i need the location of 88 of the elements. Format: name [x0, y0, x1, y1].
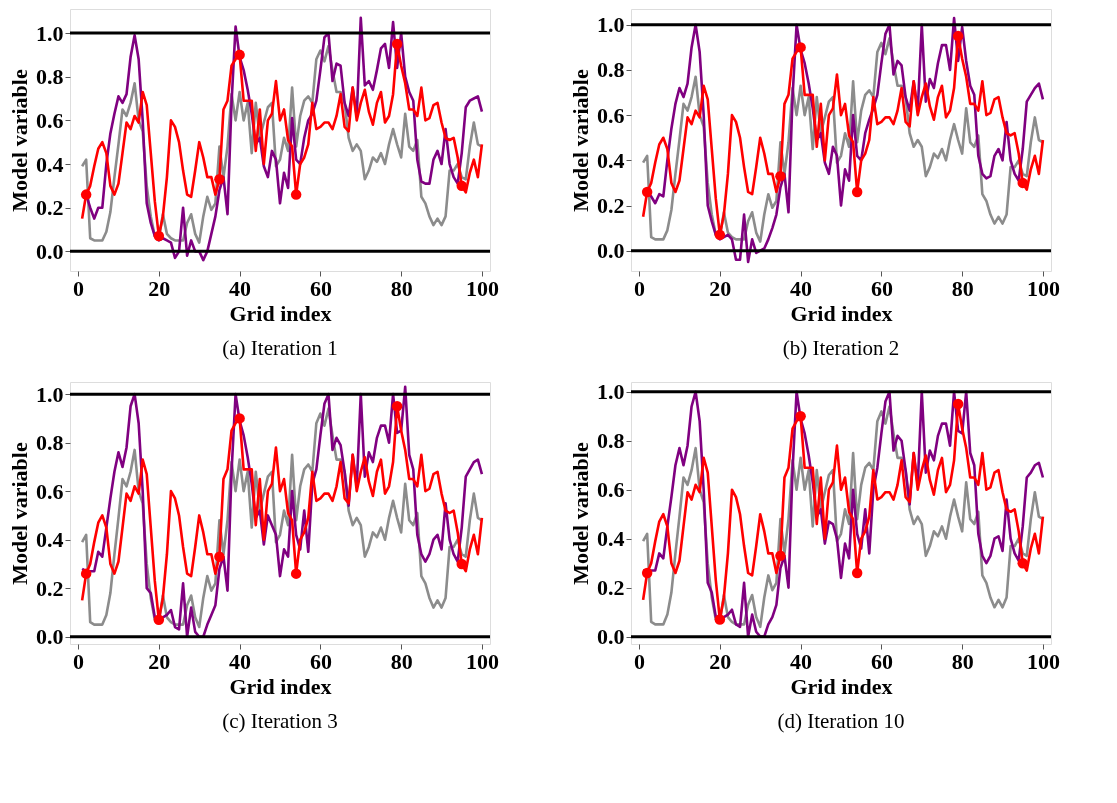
y-tick-label: 1.0 — [597, 379, 625, 405]
point — [775, 170, 786, 182]
y-tick-label: 0.8 — [597, 428, 625, 454]
y-tick-label: 0.6 — [36, 107, 64, 133]
point — [153, 230, 165, 242]
text: (b) Iteration 2 — [782, 336, 900, 360]
text: (c) Iteration 3 — [222, 709, 338, 733]
point — [234, 49, 245, 61]
x-axis-title: Grid index — [790, 673, 893, 699]
x-tick-label: 80 — [390, 648, 413, 674]
x-tick-label: 100 — [1026, 275, 1060, 301]
point — [1017, 177, 1028, 189]
text: (d) Iteration 10 — [777, 709, 905, 733]
y-axis-title: Model variable — [568, 442, 593, 585]
y-tick-label: 0.4 — [597, 526, 625, 552]
y-tick-label: 0.2 — [36, 575, 64, 601]
text: (a) Iteration 1 — [222, 336, 338, 360]
point — [795, 42, 806, 53]
point — [641, 186, 653, 198]
y-tick-label: 0.4 — [597, 147, 625, 173]
x-tick-label: 20 — [709, 275, 732, 301]
point — [714, 229, 726, 241]
y-tick-label: 1.0 — [36, 20, 64, 46]
point — [795, 411, 806, 422]
point — [456, 180, 467, 192]
x-tick-label: 40 — [790, 648, 813, 674]
y-tick-label: 0.4 — [36, 151, 64, 177]
point — [851, 186, 863, 198]
point — [714, 614, 726, 625]
x-tick-label: 100 — [465, 275, 499, 301]
point — [80, 189, 92, 200]
x-tick-label: 80 — [951, 648, 974, 674]
y-tick-label: 0.8 — [36, 64, 64, 90]
point — [214, 174, 225, 185]
x-tick-label: 20 — [709, 648, 732, 674]
y-axis-title: Model variable — [7, 442, 32, 585]
x-tick-label: 100 — [465, 648, 499, 674]
y-tick-label: 0.6 — [597, 477, 625, 503]
x-tick-label: 80 — [951, 275, 974, 301]
y-tick-label: 0.0 — [597, 238, 625, 264]
x-tick-label: 80 — [390, 275, 413, 301]
y-axis-title: Model variable — [7, 69, 32, 212]
point — [80, 568, 92, 579]
point — [234, 413, 245, 424]
x-axis-title: Grid index — [790, 300, 893, 326]
point — [290, 568, 302, 579]
x-tick-label: 60 — [870, 275, 893, 301]
x-tick-label: 0 — [73, 275, 85, 301]
x-tick-label: 60 — [870, 648, 893, 674]
point — [290, 189, 302, 200]
x-tick-label: 60 — [309, 275, 332, 301]
point — [851, 567, 863, 579]
y-tick-label: 0.6 — [597, 102, 625, 128]
x-tick-label: 0 — [634, 648, 646, 674]
y-tick-label: 0.0 — [36, 238, 64, 264]
point — [456, 558, 467, 570]
y-tick-label: 1.0 — [597, 12, 625, 38]
point — [391, 401, 403, 412]
y-tick-label: 0.2 — [36, 195, 64, 221]
y-tick-label: 0.8 — [597, 57, 625, 83]
x-tick-label: 40 — [790, 275, 813, 301]
point — [952, 398, 964, 410]
y-axis-title: Model variable — [568, 69, 593, 212]
y-tick-label: 0.6 — [36, 478, 64, 504]
point — [775, 550, 786, 562]
point — [641, 567, 653, 579]
x-tick-label: 40 — [229, 275, 252, 301]
x-tick-label: 40 — [229, 648, 252, 674]
y-tick-label: 1.0 — [36, 381, 64, 407]
x-tick-label: 0 — [73, 648, 85, 674]
point — [391, 38, 403, 50]
x-tick-label: 0 — [634, 275, 646, 301]
y-tick-label: 0.2 — [597, 575, 625, 601]
point — [1017, 557, 1028, 569]
y-tick-label: 0.4 — [36, 527, 64, 553]
point — [153, 614, 165, 625]
y-tick-label: 0.0 — [36, 624, 64, 650]
x-tick-label: 60 — [309, 648, 332, 674]
y-tick-label: 0.0 — [597, 624, 625, 650]
point — [952, 30, 964, 42]
x-axis-title: Grid index — [229, 300, 332, 326]
x-tick-label: 20 — [148, 275, 171, 301]
x-axis-title: Grid index — [229, 673, 332, 699]
x-tick-label: 20 — [148, 648, 171, 674]
y-tick-label: 0.8 — [36, 430, 64, 456]
point — [214, 551, 225, 562]
x-tick-label: 100 — [1026, 648, 1060, 674]
y-tick-label: 0.2 — [597, 193, 625, 218]
